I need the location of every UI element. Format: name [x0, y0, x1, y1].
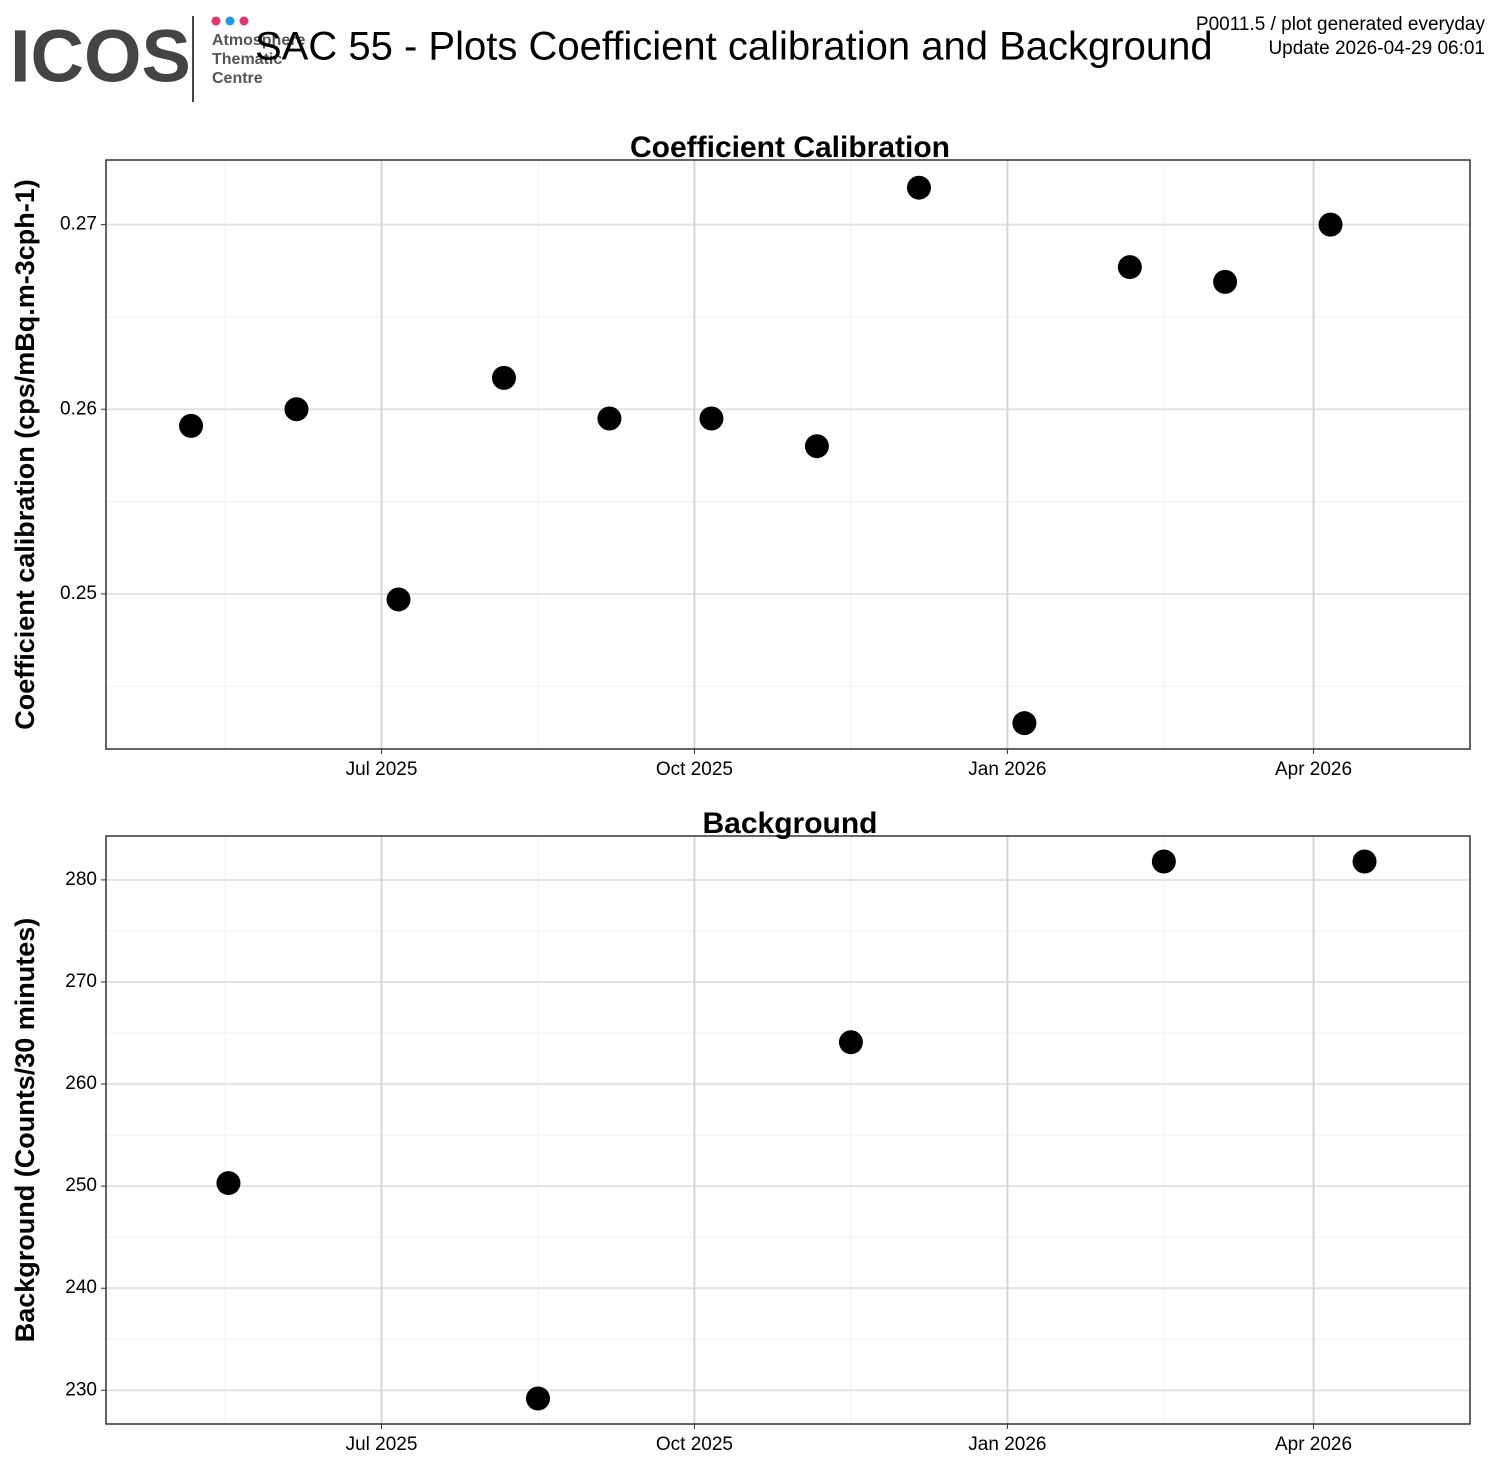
x-tick-label: Jul 2025	[346, 1434, 418, 1455]
logo-text: Atmosphere	[212, 32, 305, 49]
y-tick-label: 230	[65, 1379, 97, 1400]
y-axis-label: Coefficient calibration (cps/mBq.m-3cph-…	[10, 179, 40, 730]
y-axis-label: Background (Counts/30 minutes)	[10, 918, 40, 1343]
point	[1352, 849, 1377, 874]
logo-text: Thematic	[212, 51, 282, 68]
logo-text: Centre	[212, 70, 263, 87]
logo-dot	[239, 16, 249, 26]
point	[1151, 849, 1176, 874]
point	[179, 413, 204, 438]
logo-dot	[211, 16, 221, 26]
panel	[106, 160, 1470, 749]
y-tick-label: 0.27	[60, 214, 97, 235]
panel-border	[105, 835, 1471, 1425]
chart-title: Background	[702, 807, 877, 840]
point	[906, 175, 931, 200]
point	[284, 397, 309, 422]
y-tick-label: 270	[65, 971, 97, 992]
x-tick-label: Jul 2025	[346, 759, 418, 780]
point	[386, 587, 411, 612]
point	[1117, 255, 1142, 280]
point	[491, 365, 516, 390]
chart-title: Coefficient Calibration	[630, 131, 950, 164]
point	[525, 1386, 550, 1411]
point	[216, 1171, 241, 1196]
update: Update 2026-04-29 06:01	[1268, 38, 1485, 59]
panel-border	[105, 159, 1471, 750]
logo-dot	[225, 16, 235, 26]
point	[804, 434, 829, 459]
y-tick-label: 0.25	[60, 583, 97, 604]
x-tick-label: Jan 2026	[968, 1434, 1046, 1455]
y-tick-label: 0.26	[60, 398, 97, 419]
x-tick-label: Apr 2026	[1275, 759, 1352, 780]
point	[1213, 269, 1238, 294]
x-tick-label: Oct 2025	[656, 1434, 733, 1455]
note: P0011.5 / plot generated everyday	[1196, 14, 1486, 35]
y-tick-label: 250	[65, 1175, 97, 1196]
y-tick-label: 280	[65, 869, 97, 890]
x-tick-label: Apr 2026	[1275, 1434, 1352, 1455]
point	[1012, 711, 1037, 736]
point	[699, 406, 724, 431]
point	[1318, 212, 1343, 237]
x-tick-label: Jan 2026	[968, 759, 1046, 780]
y-tick-label: 260	[65, 1073, 97, 1094]
panel	[106, 836, 1470, 1424]
page-title: SAC 55 - Plots Coefficient calibration a…	[255, 25, 1213, 69]
logo: ICOS	[10, 15, 191, 98]
point	[838, 1030, 863, 1055]
y-tick-label: 240	[65, 1277, 97, 1298]
point	[597, 406, 622, 431]
x-tick-label: Oct 2025	[656, 759, 733, 780]
